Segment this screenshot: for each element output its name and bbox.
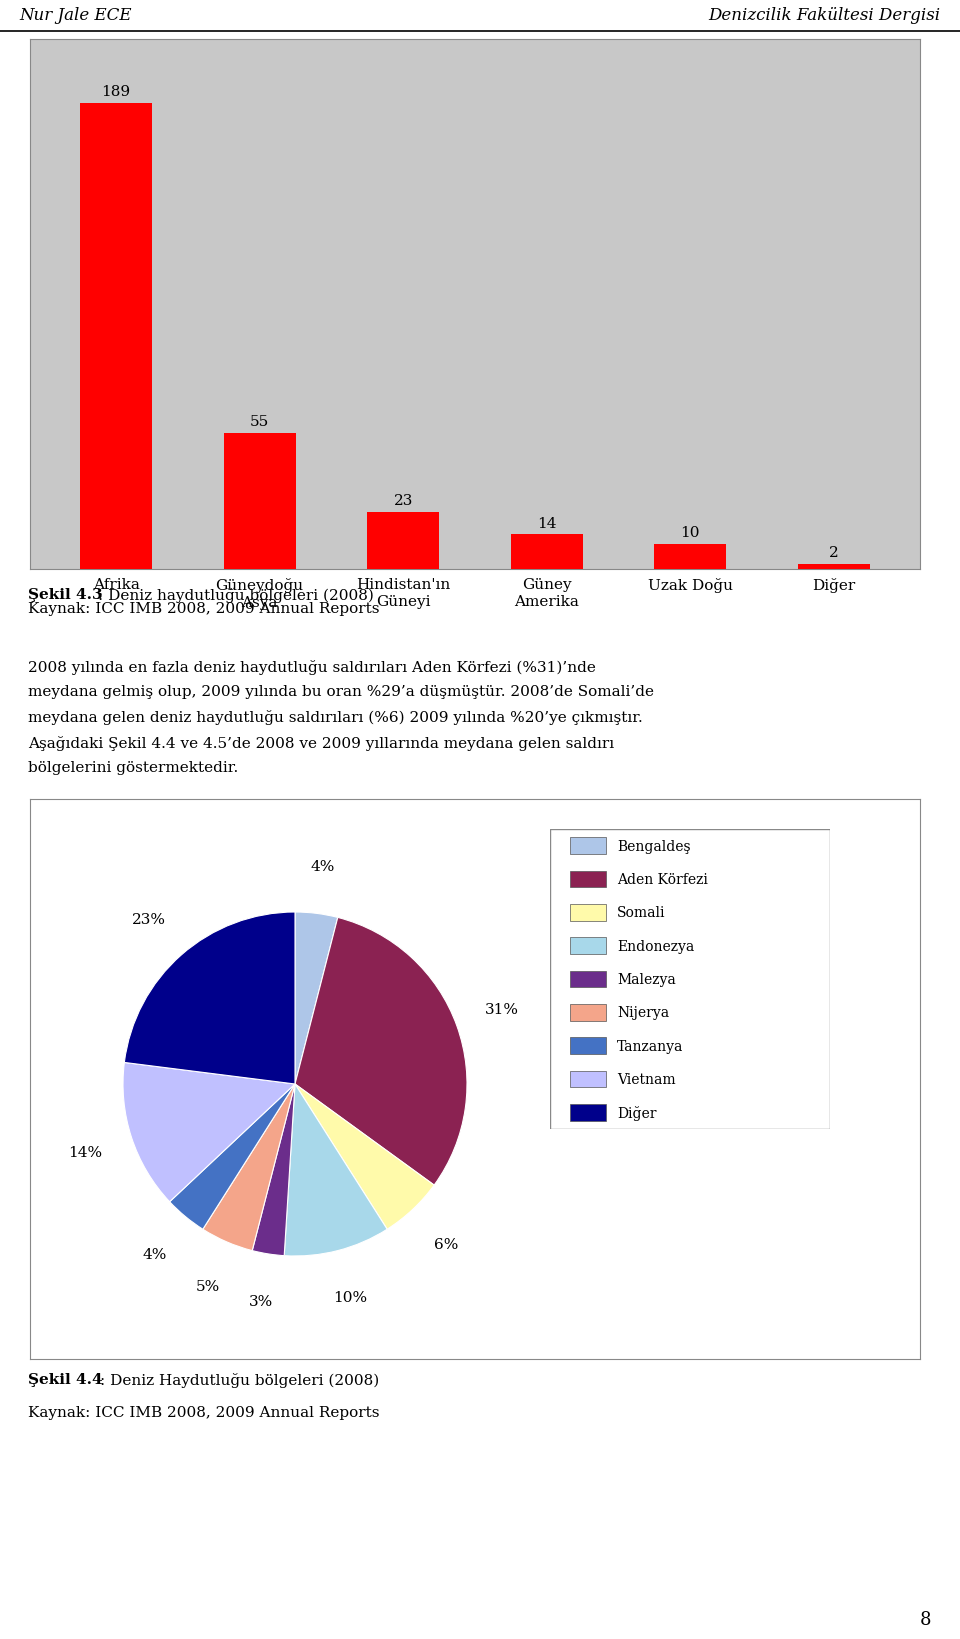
Bar [368,513,439,570]
Text: 6%: 6% [434,1237,458,1252]
Bar [569,972,606,988]
Bar [224,434,296,570]
Text: Nijerya: Nijerya [617,1006,669,1019]
Text: Somali: Somali [617,906,665,919]
Bar [655,546,726,570]
Bar [569,938,606,954]
Text: 3%: 3% [249,1295,273,1308]
Text: Şekil 4.4: Şekil 4.4 [29,1372,103,1387]
Text: Şekil 4.3: Şekil 4.3 [29,588,103,602]
Wedge shape [125,913,295,1085]
Text: 10%: 10% [333,1290,367,1305]
Text: Vietnam: Vietnam [617,1072,676,1087]
Text: 14: 14 [537,516,557,531]
Bar [569,1037,606,1054]
Wedge shape [123,1062,295,1201]
Text: bölgelerini göstermektedir.: bölgelerini göstermektedir. [29,760,239,774]
Text: meydana gelen deniz haydutluğu saldırıları (%6) 2009 yılında %20’ye çıkmıştır.: meydana gelen deniz haydutluğu saldırıla… [29,710,643,724]
Text: Kaynak: ICC IMB 2008, 2009 Annual Reports: Kaynak: ICC IMB 2008, 2009 Annual Report… [29,1405,380,1419]
Bar [569,1105,606,1121]
Bar [569,838,606,854]
Text: Nur Jale ECE: Nur Jale ECE [19,7,132,23]
Bar [569,905,606,921]
Text: : Deniz Haydutluğu bölgeleri (2008): : Deniz Haydutluğu bölgeleri (2008) [100,1372,379,1387]
Text: 189: 189 [102,85,131,98]
Text: 2: 2 [829,546,839,561]
Text: Aden Körfezi: Aden Körfezi [617,872,708,887]
Text: 23%: 23% [132,913,166,926]
Wedge shape [284,1085,387,1255]
Text: 31%: 31% [485,1003,519,1016]
Text: 5%: 5% [196,1280,220,1293]
Text: Endonezya: Endonezya [617,939,694,954]
Text: 55: 55 [250,415,270,429]
Wedge shape [295,913,338,1085]
Bar [511,536,583,570]
Wedge shape [203,1085,295,1251]
Wedge shape [252,1085,295,1255]
Wedge shape [170,1085,295,1229]
Wedge shape [295,1085,434,1229]
Bar [569,872,606,888]
Text: Denizcilik Fakültesi Dergisi: Denizcilik Fakültesi Dergisi [708,7,941,23]
FancyBboxPatch shape [550,829,830,1129]
Text: Malezya: Malezya [617,972,676,987]
Bar [81,103,152,570]
Text: Tanzanya: Tanzanya [617,1039,684,1052]
Wedge shape [295,918,467,1185]
Text: 23: 23 [394,493,413,508]
Bar [798,565,870,570]
Text: meydana gelmiş olup, 2009 yılında bu oran %29’a düşmüştür. 2008’de Somali’de: meydana gelmiş olup, 2009 yılında bu ora… [29,685,655,698]
Bar [569,1005,606,1021]
Text: 14%: 14% [68,1146,103,1159]
Text: 4%: 4% [142,1247,167,1260]
Text: Kaynak: ICC IMB 2008, 2009 Annual Reports: Kaynak: ICC IMB 2008, 2009 Annual Report… [29,602,380,616]
Text: 10: 10 [681,526,700,541]
Text: : Deniz haydutluğu bölgeleri (2008): : Deniz haydutluğu bölgeleri (2008) [98,588,373,603]
Text: Bengaldeş: Bengaldeş [617,839,691,854]
Text: Diğer: Diğer [617,1105,657,1119]
Text: 8: 8 [920,1609,931,1628]
Text: 4%: 4% [310,859,335,874]
Text: Aşağıdaki Şekil 4.4 ve 4.5’de 2008 ve 2009 yıllarında meydana gelen saldırı: Aşağıdaki Şekil 4.4 ve 4.5’de 2008 ve 20… [29,736,614,751]
Text: 2008 yılında en fazla deniz haydutluğu saldırıları Aden Körfezi (%31)’nde: 2008 yılında en fazla deniz haydutluğu s… [29,659,596,675]
Bar [569,1072,606,1088]
